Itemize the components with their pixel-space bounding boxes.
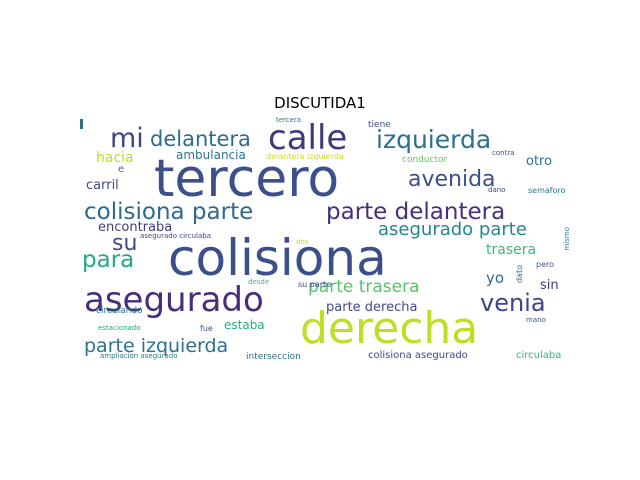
word-parte-trasera: parte trasera [308, 277, 420, 297]
word-mismo: mismo [563, 227, 571, 251]
word-interseccion: interseccion [246, 352, 301, 362]
word-conductor: conductor [402, 155, 448, 165]
word-pero: pero [536, 260, 555, 269]
word-dato: dato [515, 265, 524, 284]
word-encontraba: encontraba [98, 220, 173, 235]
word-dos: dos [296, 238, 309, 246]
word-colisiona: colisiona [168, 229, 387, 287]
word-tercera: tercera [276, 116, 302, 124]
word-parte-delantera: parte delantera [326, 199, 506, 225]
word-sin: sin [540, 278, 559, 293]
word-circulaba: circulaba [516, 350, 562, 361]
word-carril: carril [86, 178, 119, 193]
word-yo: yo [486, 269, 505, 287]
word-e: e [118, 164, 125, 175]
cloud-edge-mark [80, 119, 83, 129]
word-tercero: tercero [154, 149, 340, 209]
word-estacionado: estacionado [98, 324, 141, 332]
word-ambulancia: ambulancia [176, 148, 246, 162]
word-otro: otro [526, 154, 553, 169]
word-su: su [112, 231, 138, 256]
word-asegurado-parte: asegurado parte [378, 219, 527, 240]
word-fue: fue [200, 324, 213, 333]
word-avenida: avenida [408, 167, 496, 192]
word-calle: calle [268, 118, 348, 158]
word-dano: dano [488, 186, 506, 194]
word-parte-derecha: parte derecha [326, 300, 418, 315]
word-desde: desde [248, 278, 270, 286]
word-su-parte: su parte [298, 280, 332, 289]
word-mano: mano [526, 316, 546, 324]
word-contra: contra [492, 149, 515, 157]
word-semaforo: semaforo [528, 186, 566, 195]
word-colisiona-parte: colisiona parte [84, 199, 254, 225]
word-hacia: hacia [96, 150, 134, 166]
word-trasera: trasera [486, 242, 537, 258]
word-ampliacion-asegurado: ampliacion asegurado [100, 352, 178, 360]
word-para: para [82, 247, 135, 273]
chart-title: DISCUTIDA1 [274, 94, 366, 112]
word-delantera-izquierda: delantera izquierda [266, 152, 344, 161]
word-asegurado-circulaba: asegurado circulaba [140, 232, 212, 240]
word-colisiona-asegurado: colisiona asegurado [368, 350, 468, 361]
word-derecha: derecha [300, 303, 479, 354]
word-mi: mi [110, 123, 144, 154]
word-tiene: tiene [368, 120, 391, 130]
word-izquierda: izquierda [376, 125, 492, 154]
word-cloud: colisiona tercero derecha asegurado call… [80, 115, 571, 367]
word-circulando: circulando [96, 306, 143, 316]
word-delantera: delantera [150, 127, 251, 151]
word-venia: venia [480, 289, 546, 317]
word-parte-izquierda: parte izquierda [84, 335, 229, 357]
word-asegurado: asegurado [84, 280, 264, 320]
word-estaba: estaba [224, 318, 265, 332]
